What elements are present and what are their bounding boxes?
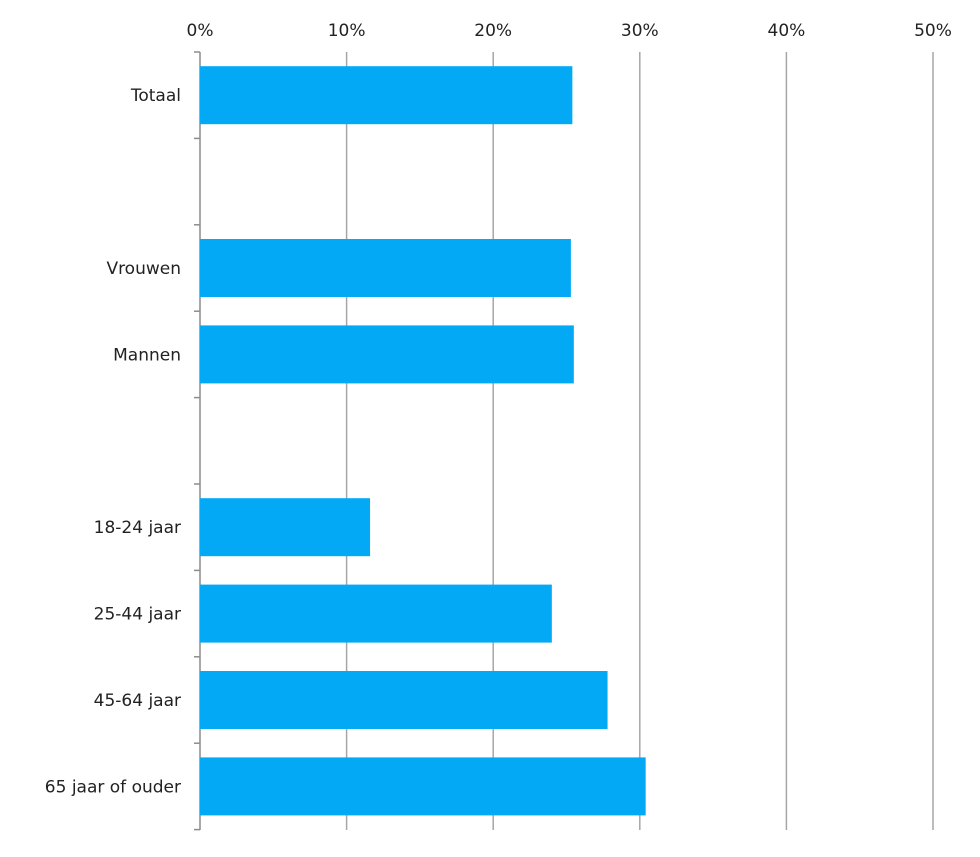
category-label: 25-44 jaar: [94, 605, 181, 625]
category-label: 18-24 jaar: [94, 518, 181, 538]
x-tick-label: 10%: [328, 21, 366, 41]
x-tick-label: 30%: [621, 21, 659, 41]
bars: [200, 66, 646, 816]
y-axis: [194, 51, 201, 831]
x-tick-label: 50%: [914, 21, 952, 41]
bar: [200, 66, 573, 125]
category-label: Totaal: [130, 86, 181, 106]
category-labels: Totaal Vrouwen Mannen 18-24 jaar 25-44 jaar 4…: [45, 86, 181, 797]
category-label: 65 jaar of ouder: [45, 777, 181, 797]
x-tick-label: 0%: [187, 21, 214, 41]
bar: [200, 325, 574, 384]
category-label: Vrouwen: [106, 259, 181, 279]
bar: [200, 239, 571, 297]
x-tick-label: 40%: [768, 21, 806, 41]
bar: [200, 757, 646, 816]
bar: [200, 498, 371, 557]
category-label: 45-64 jaar: [94, 691, 181, 711]
category-label: Mannen: [113, 345, 181, 365]
bar: [200, 671, 608, 729]
x-tick-label: 20%: [474, 21, 512, 41]
bar: [200, 584, 552, 643]
x-axis-tick-labels: 0% 10% 20% 30% 40% 50%: [187, 21, 952, 41]
